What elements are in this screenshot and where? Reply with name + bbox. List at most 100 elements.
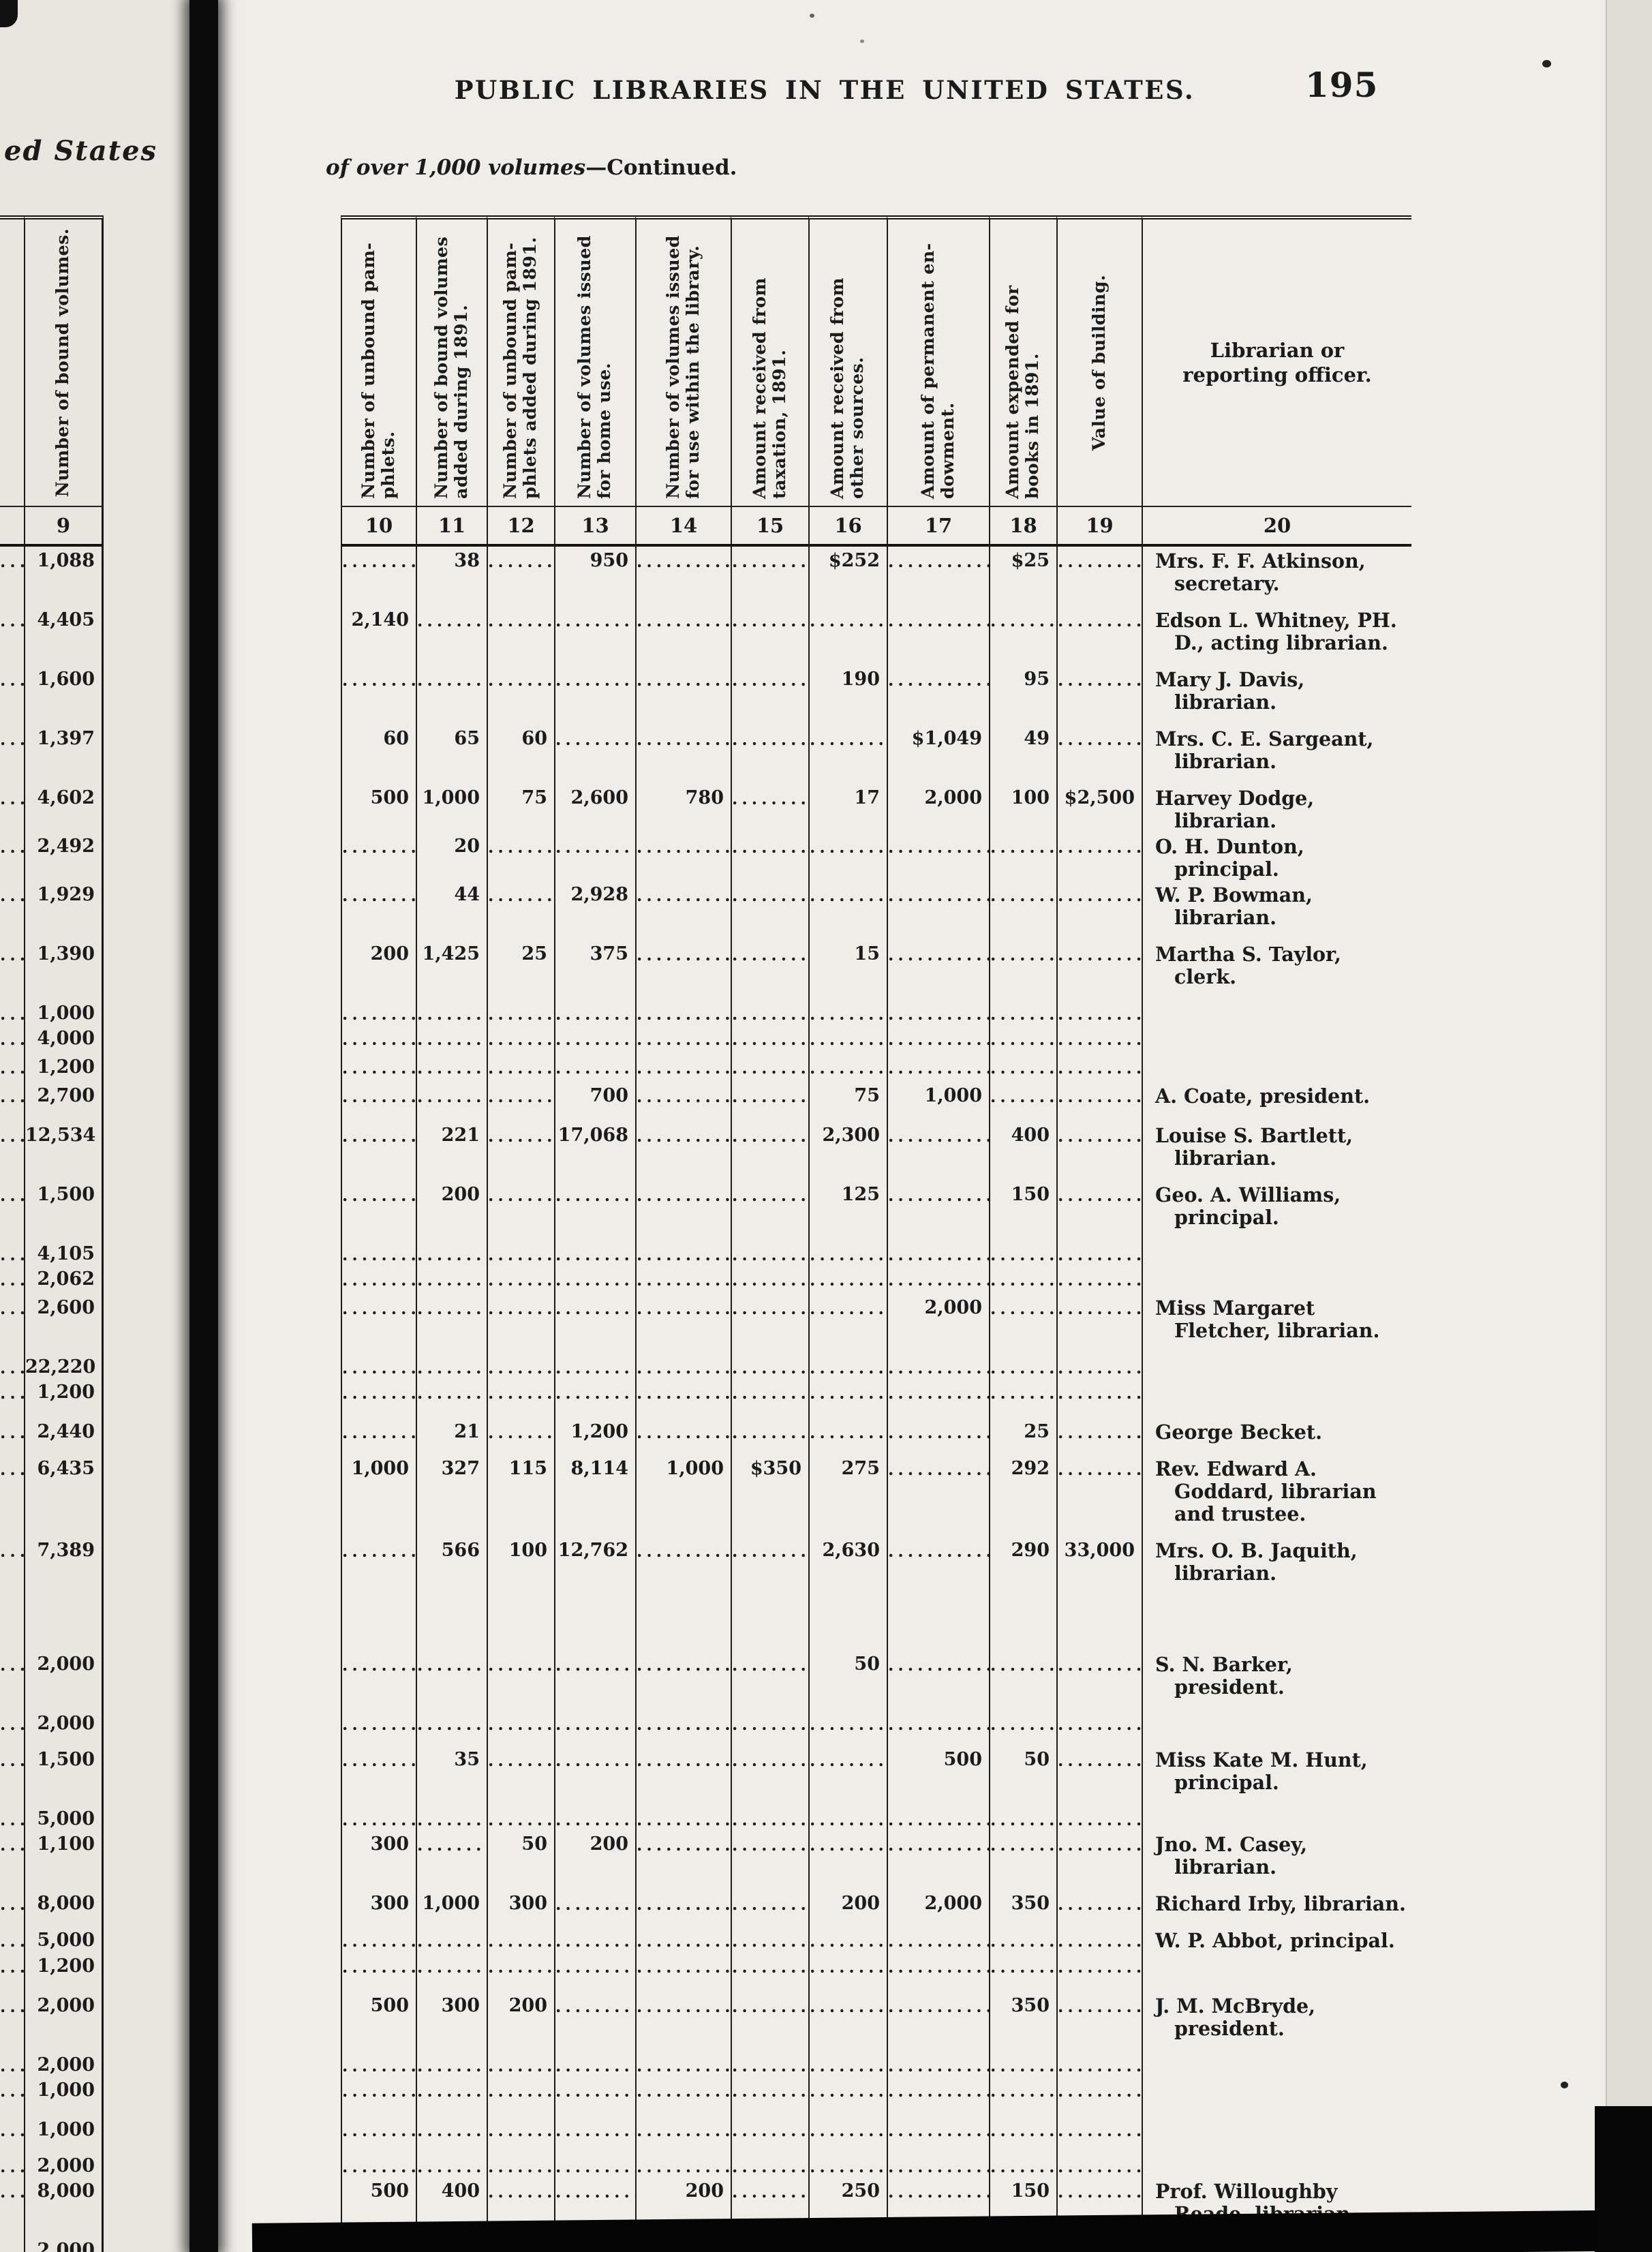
col12-cell: ........................................… bbox=[487, 1294, 554, 1342]
col18-cell: 350 bbox=[989, 1878, 1056, 1915]
colnum-18: 18 bbox=[989, 507, 1056, 547]
col14-cell: ........................................… bbox=[635, 2105, 731, 2141]
table-row: ........................................… bbox=[0, 1981, 1652, 2040]
col17-cell: 500 bbox=[887, 1735, 989, 1794]
col10-cell: ........................................… bbox=[341, 832, 416, 881]
col14-cell: ........................................… bbox=[635, 1342, 731, 1378]
strip-padding bbox=[104, 1265, 189, 1294]
table-row: ........................................… bbox=[0, 1650, 1652, 1699]
strip-padding bbox=[104, 2177, 189, 2225]
col14-cell: ........................................… bbox=[635, 1170, 731, 1229]
col18-cell: 292 bbox=[989, 1444, 1056, 1525]
col15-cell: ........................................… bbox=[731, 988, 808, 1024]
col16-cell: ........................................… bbox=[808, 881, 887, 929]
strip-padding bbox=[104, 595, 189, 654]
col12-cell: ........................................… bbox=[487, 1053, 554, 1082]
col9-bound-volumes: 4,602 bbox=[24, 773, 104, 832]
col10-cell: ........................................… bbox=[341, 547, 416, 595]
col18-cell: ........................................… bbox=[989, 2040, 1056, 2076]
col11-cell: ........................................… bbox=[416, 1915, 487, 1952]
page-padding bbox=[218, 654, 341, 714]
officer-name: Mrs. F. F. Atkinson, secretary. bbox=[1142, 547, 1411, 595]
colnum-19: 19 bbox=[1056, 507, 1142, 547]
col9-bound-volumes: 2,000 bbox=[24, 2225, 104, 2252]
col15-cell: ........................................… bbox=[731, 1294, 808, 1342]
page-padding bbox=[218, 1735, 341, 1794]
page-padding bbox=[218, 1294, 341, 1342]
col13-cell: ........................................… bbox=[554, 1024, 635, 1053]
strip-padding bbox=[104, 1294, 189, 1342]
strip-padding bbox=[104, 929, 189, 988]
officer-name bbox=[1142, 1053, 1411, 1082]
col12-cell: 60 bbox=[487, 714, 554, 773]
col11-cell: ........................................… bbox=[416, 1830, 487, 1878]
col17-cell: ........................................… bbox=[887, 1053, 989, 1082]
table-row: ........................................… bbox=[0, 773, 1652, 832]
colnum-stub bbox=[0, 507, 24, 547]
col13-cell: 12,762 bbox=[554, 1525, 635, 1585]
col8-stub: ........................................… bbox=[0, 837, 24, 857]
page-padding bbox=[218, 215, 341, 507]
col13-cell: ........................................… bbox=[554, 1053, 635, 1082]
col15-cell: ........................................… bbox=[731, 1794, 808, 1830]
strip-padding bbox=[104, 1110, 189, 1170]
col19-cell: ........................................… bbox=[1056, 654, 1142, 714]
col10-cell: ........................................… bbox=[341, 2076, 416, 2105]
col14-cell: ........................................… bbox=[635, 988, 731, 1024]
officer-name: Mrs. C. E. Sargeant, librarian. bbox=[1142, 714, 1411, 773]
col16-cell: ........................................… bbox=[808, 1024, 887, 1053]
col19-cell: ........................................… bbox=[1056, 1444, 1142, 1525]
col15-cell: ........................................… bbox=[731, 1170, 808, 1229]
colnum-16: 16 bbox=[808, 507, 887, 547]
strip-padding bbox=[104, 1585, 189, 1650]
col12-cell: 300 bbox=[487, 1878, 554, 1915]
col9-bound-volumes: 1,390 bbox=[24, 929, 104, 988]
page-padding bbox=[218, 773, 341, 832]
col19-cell: ........................................… bbox=[1056, 1170, 1142, 1229]
col17-cell: ........................................… bbox=[887, 1794, 989, 1830]
strip-padding bbox=[104, 1525, 189, 1585]
col19-cell: ........................................… bbox=[1056, 881, 1142, 929]
col17-cell: ........................................… bbox=[887, 1265, 989, 1294]
col10-cell: ........................................… bbox=[341, 1265, 416, 1294]
col16-cell bbox=[808, 1585, 887, 1650]
page-padding bbox=[218, 1342, 341, 1378]
col17-cell: ........................................… bbox=[887, 881, 989, 929]
strip-padding bbox=[104, 1699, 189, 1735]
col15-cell: ........................................… bbox=[731, 1229, 808, 1265]
col10-cell: ........................................… bbox=[341, 1053, 416, 1082]
col16-cell: 2,300 bbox=[808, 1110, 887, 1170]
strip-padding bbox=[104, 547, 189, 595]
col17-cell: ........................................… bbox=[887, 1407, 989, 1444]
page-padding bbox=[218, 1024, 341, 1053]
page-padding bbox=[218, 547, 341, 595]
col8-stub: ........................................… bbox=[0, 1422, 24, 1442]
col19-cell: ........................................… bbox=[1056, 1650, 1142, 1699]
col15-cell: ........................................… bbox=[731, 929, 808, 988]
col18-cell: ........................................… bbox=[989, 1342, 1056, 1378]
scan-corner-mark bbox=[0, 0, 18, 27]
page-padding bbox=[218, 1110, 341, 1170]
col10-cell: ........................................… bbox=[341, 654, 416, 714]
col13-cell: ........................................… bbox=[554, 1794, 635, 1830]
officer-name: W. P. Bowman, librarian. bbox=[1142, 881, 1411, 929]
col13-cell: 950 bbox=[554, 547, 635, 595]
col16-cell: ........................................… bbox=[808, 1407, 887, 1444]
page-title: PUBLIC LIBRARIES IN THE UNITED STATES. bbox=[454, 75, 1195, 105]
col10-cell: ........................................… bbox=[341, 1699, 416, 1735]
col18-cell: ........................................… bbox=[989, 929, 1056, 988]
col15-cell: ........................................… bbox=[731, 1378, 808, 1407]
col18-cell: ........................................… bbox=[989, 1378, 1056, 1407]
col19-cell: ........................................… bbox=[1056, 929, 1142, 988]
table-row: ........................................… bbox=[0, 929, 1652, 988]
col19-cell: ........................................… bbox=[1056, 547, 1142, 595]
col18-cell: ........................................… bbox=[989, 1053, 1056, 1082]
col17-cell: ........................................… bbox=[887, 1525, 989, 1585]
col10-cell: ........................................… bbox=[341, 2040, 416, 2076]
col12-cell: ........................................… bbox=[487, 988, 554, 1024]
col8-stub: ........................................… bbox=[0, 1029, 24, 1049]
col8-stub: ........................................… bbox=[0, 1126, 24, 1146]
col16-cell: 190 bbox=[808, 654, 887, 714]
col18-cell: 150 bbox=[989, 1170, 1056, 1229]
col15-cell: ........................................… bbox=[731, 1915, 808, 1952]
